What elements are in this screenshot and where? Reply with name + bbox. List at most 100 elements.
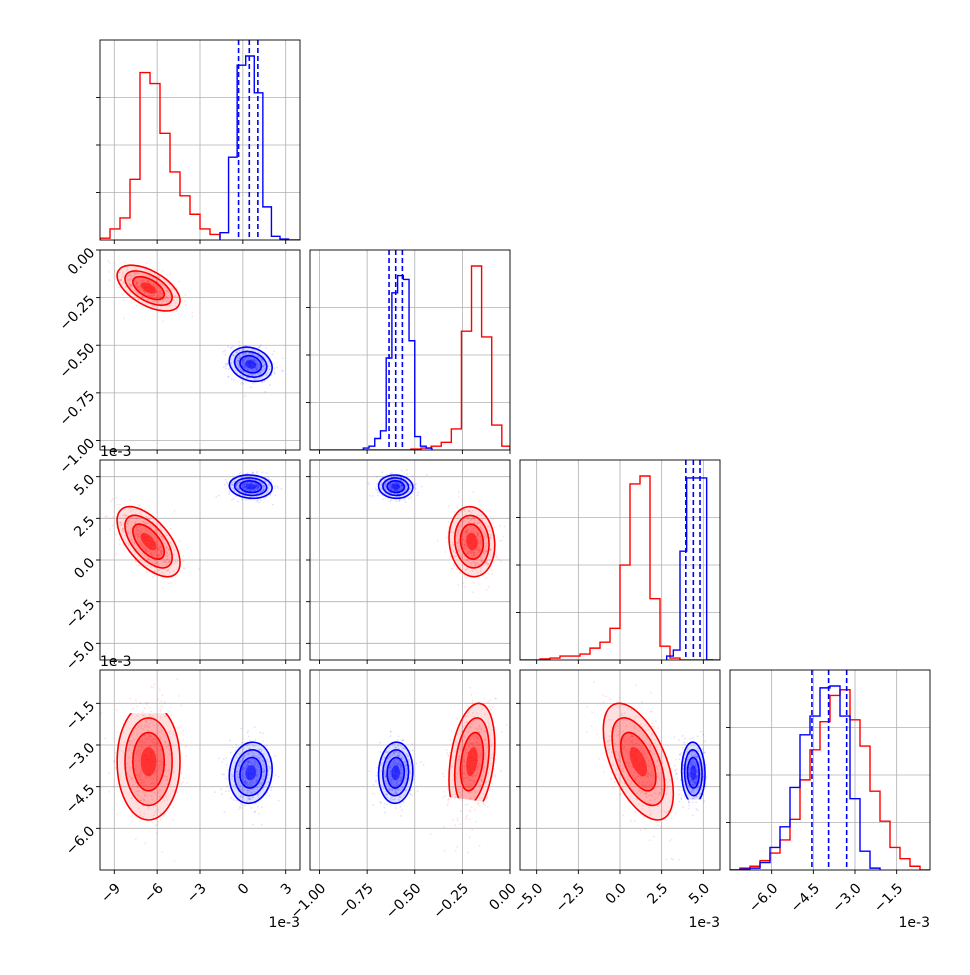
sample-point [112,516,114,518]
sample-point [124,261,126,263]
sample-point [135,561,137,563]
sample-point [152,576,154,578]
sample-point [471,700,473,702]
sample-point [395,500,397,502]
sample-point [223,811,225,813]
sample-point [442,797,444,799]
sample-point [115,278,117,280]
sample-point [113,761,115,763]
sample-point [586,706,588,708]
y-tick-label: 0.00 [65,245,98,278]
sample-point [108,271,110,273]
sample-point [448,505,450,507]
sample-point [443,826,445,828]
sample-point [254,811,256,813]
sample-point [159,708,161,710]
sample-point [223,351,225,353]
sample-point [160,705,162,707]
sample-point [274,368,276,370]
sample-point [255,739,257,741]
sample-point [504,526,506,528]
sample-point [281,488,283,490]
y-tick-label: −2.5 [63,597,98,632]
sample-point [112,498,114,500]
sample-point [116,709,118,711]
sample-point [650,692,652,694]
y-tick-label: −3.0 [63,740,98,775]
sample-point [665,859,667,861]
x-tick-label: −0.50 [383,880,425,922]
sample-point [118,507,120,509]
sample-point [446,537,448,539]
sample-point [401,470,403,472]
sample-point [586,731,588,733]
sample-point [226,483,228,485]
sample-point [123,317,125,319]
sample-point [479,583,481,585]
sample-point [107,260,109,262]
sample-point [130,299,132,301]
x-tick-label: −3 [184,880,210,906]
sample-point [260,499,262,501]
sample-point [223,366,225,368]
sample-point [379,742,381,744]
sample-point [503,535,505,537]
sample-point [368,484,370,486]
sample-point [230,347,232,349]
sample-point [390,731,392,733]
sample-point [443,775,445,777]
sample-point [104,738,106,740]
sample-point [178,281,180,283]
sample-point [282,357,284,359]
sample-point [471,829,473,831]
sample-point [688,805,690,807]
sample-point [272,504,274,506]
sample-point [276,367,278,369]
sample-point [113,262,115,264]
sample-point [225,757,227,759]
sample-point [457,584,459,586]
sample-point [223,774,225,776]
sample-point [465,804,467,806]
sample-point [273,350,275,352]
sample-point [115,534,117,536]
sample-point [252,824,254,826]
sample-point [610,771,612,773]
sample-point [154,575,156,577]
sample-point [173,806,175,808]
sample-point [469,687,471,689]
sample-point [170,714,172,716]
sample-point [228,368,230,370]
sample-point [144,842,146,844]
sample-point [115,752,117,754]
sample-point [221,761,223,763]
sample-point [240,807,242,809]
sample-point [651,722,653,724]
sample-point [226,786,228,788]
sample-point [182,555,184,557]
sample-point [657,824,659,826]
sample-point [367,482,369,484]
sample-point [250,386,252,388]
sample-point [482,802,484,804]
sample-point [230,752,232,754]
sample-point [603,771,605,773]
sample-point [479,805,481,807]
sample-point [221,793,223,795]
sample-point [150,686,152,688]
sample-point [665,819,667,821]
sample-point [244,805,246,807]
sample-point [185,746,187,748]
sample-point [164,701,166,703]
sample-point [400,815,402,817]
sample-point [483,698,485,700]
sample-point [240,803,242,805]
sample-point [598,758,600,760]
sample-point [369,495,371,497]
sample-point [591,725,593,727]
x-tick-label: −6 [141,880,167,906]
sample-point [183,777,185,779]
sample-point [368,770,370,772]
sample-point [247,730,249,732]
sample-point [116,813,118,815]
